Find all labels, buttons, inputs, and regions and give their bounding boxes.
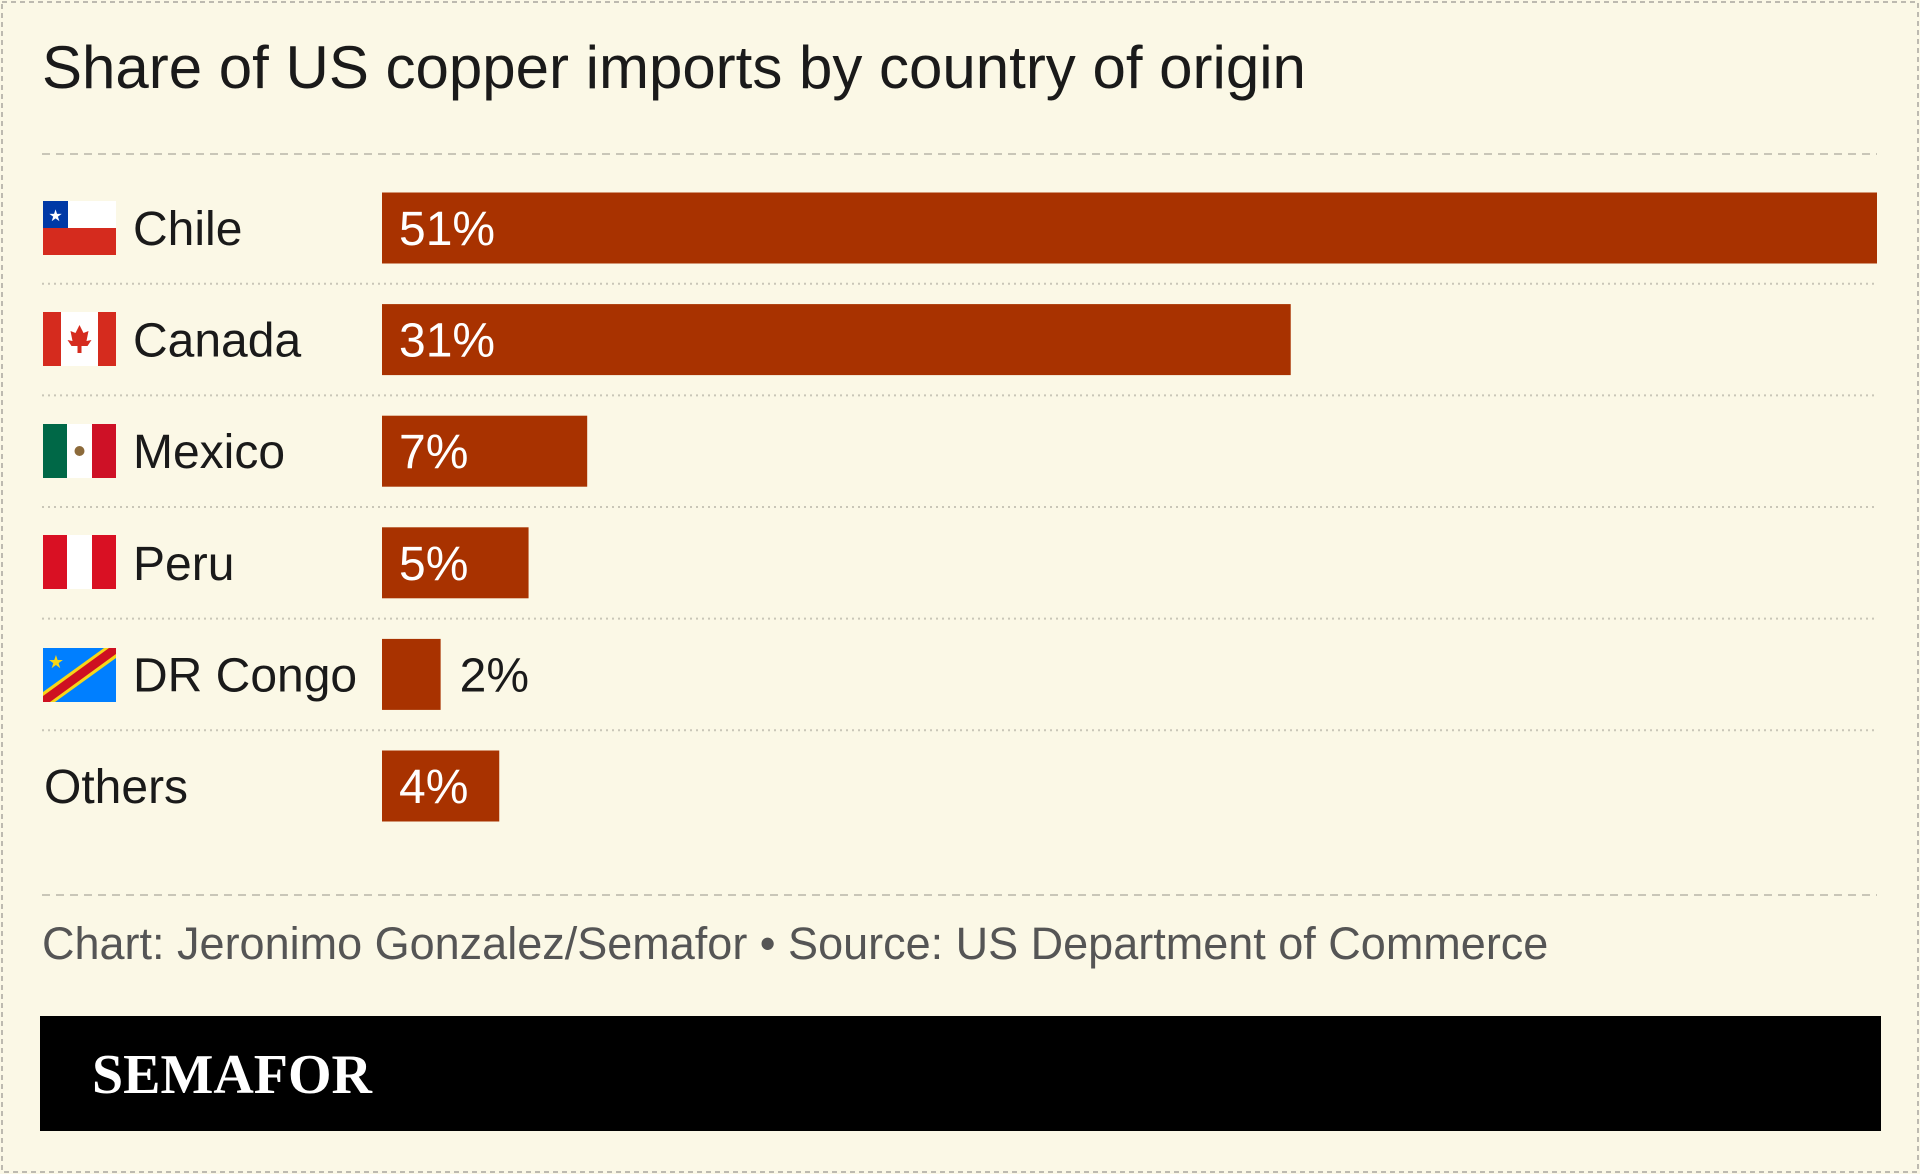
value-label: 31%	[399, 315, 495, 368]
brand-bar	[40, 1016, 1881, 1131]
brand: SEMAFOR	[92, 1044, 373, 1106]
bar	[382, 192, 1877, 264]
category-label: Peru	[133, 538, 234, 591]
category-label: Chile	[133, 203, 242, 256]
flag-canada	[43, 312, 116, 366]
bar	[382, 638, 441, 710]
svg-text:★: ★	[48, 208, 62, 225]
flag-dr-congo: ★	[43, 648, 116, 702]
footer: Chart: Jeronimo Gonzalez/Semafor • Sourc…	[42, 918, 1548, 969]
category-label: Canada	[133, 315, 301, 368]
category-label: Others	[44, 761, 188, 814]
value-label: 51%	[399, 203, 495, 256]
flag-mexico	[43, 424, 116, 478]
svg-text:★: ★	[48, 652, 64, 672]
value-label: 7%	[399, 426, 468, 479]
chart-title: Share of US copper imports by country of…	[42, 34, 1306, 101]
bar	[382, 304, 1291, 376]
bar	[382, 527, 529, 599]
category-label: Mexico	[133, 426, 285, 479]
value-label: 4%	[399, 761, 468, 814]
bar	[382, 750, 500, 822]
flag-peru	[43, 535, 116, 589]
value-label: 2%	[460, 649, 529, 702]
category-label: DR Congo	[133, 649, 357, 702]
flag-chile: ★	[43, 201, 116, 255]
value-label: 5%	[399, 538, 468, 591]
bar	[382, 415, 588, 487]
